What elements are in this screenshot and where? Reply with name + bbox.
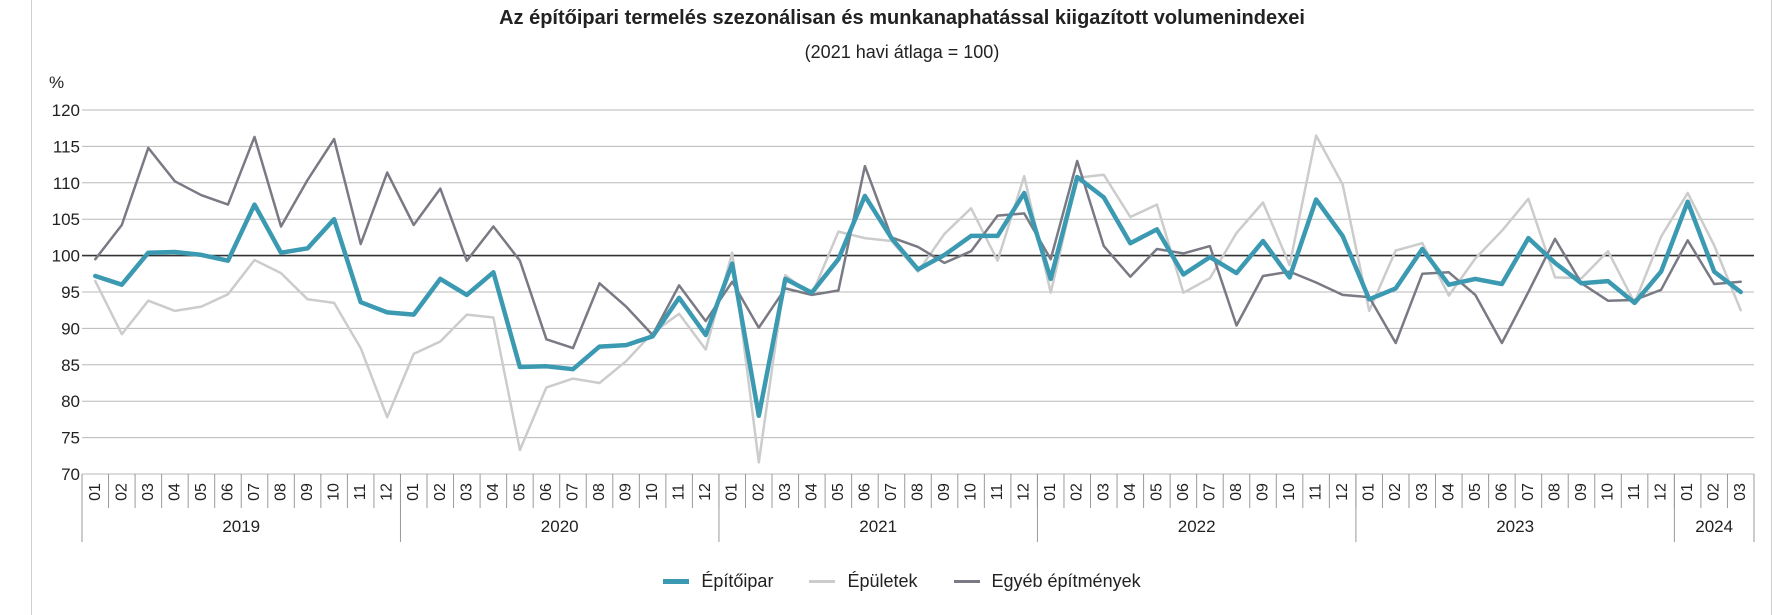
x-month-label: 06: [219, 483, 236, 501]
x-year-label-2019: 2019: [222, 517, 260, 536]
x-month-label: 11: [352, 484, 369, 501]
x-month-label: 01: [87, 483, 104, 501]
legend-label-egyeb-epitmenyek: Egyéb építmények: [991, 571, 1141, 591]
x-month-label: 09: [1255, 483, 1272, 501]
x-month-label: 03: [458, 483, 475, 501]
x-month-label: 06: [1175, 483, 1192, 501]
x-year-label-2021: 2021: [859, 517, 897, 536]
legend-swatch-egyeb-epitmenyek: [953, 580, 980, 583]
x-month-label: 02: [113, 483, 130, 501]
x-month-label: 03: [1095, 483, 1112, 501]
y-tick-label-100: 100: [52, 247, 80, 266]
x-month-label: 03: [1732, 483, 1749, 501]
x-month-label: 03: [777, 483, 794, 501]
x-month-label: 05: [193, 483, 210, 501]
y-tick-label-95: 95: [61, 283, 80, 302]
x-month-label: 07: [1201, 483, 1218, 501]
x-year-label-2023: 2023: [1496, 517, 1534, 536]
x-month-label: 09: [299, 483, 316, 501]
legend-item-epuletek: Épületek: [809, 571, 918, 592]
x-month-label: 10: [1600, 483, 1617, 501]
x-month-label: 01: [1361, 483, 1378, 501]
x-month-label: 04: [1122, 483, 1139, 501]
legend-item-epitoipar: Építőipar: [663, 571, 773, 592]
x-month-label: 09: [1573, 483, 1590, 501]
x-month-label: 12: [1016, 483, 1033, 501]
x-month-label: 08: [591, 483, 608, 501]
chart-legend: Építőipar Épületek Egyéb építmények: [0, 571, 1772, 592]
legend-swatch-epitoipar: [663, 579, 690, 584]
y-axis-unit-label: %: [49, 73, 64, 92]
x-month-label: 05: [1467, 483, 1484, 501]
x-month-label: 04: [1440, 483, 1457, 501]
x-month-label: 08: [1228, 483, 1245, 501]
series-line-2: [94, 135, 1742, 350]
x-month-label: 03: [1414, 483, 1431, 501]
x-month-label: 08: [1546, 483, 1563, 501]
x-month-label: 01: [1042, 483, 1059, 501]
x-month-label: 11: [1308, 484, 1325, 501]
x-month-label: 02: [1706, 483, 1723, 501]
x-month-label: 12: [1334, 483, 1351, 501]
chart-title: Az építőipari termelés szezonálisan és m…: [499, 7, 1305, 29]
x-month-label: 05: [1148, 483, 1165, 501]
y-tick-label-115: 115: [53, 137, 80, 156]
x-month-label: 03: [140, 483, 157, 501]
x-year-label-2022: 2022: [1178, 517, 1216, 536]
x-month-label: 04: [803, 483, 820, 501]
x-month-label: 12: [1653, 483, 1670, 501]
x-month-label: 10: [963, 483, 980, 501]
x-month-label: 07: [246, 483, 263, 501]
x-month-label: 01: [1679, 483, 1696, 501]
frame-left-line: [31, 0, 32, 615]
x-month-label: 04: [485, 483, 502, 501]
x-month-label: 06: [538, 483, 555, 501]
x-year-label-2024: 2024: [1695, 517, 1733, 536]
x-month-label: 10: [644, 483, 661, 501]
y-tick-label-105: 105: [52, 210, 80, 229]
x-month-label: 01: [724, 483, 741, 501]
x-month-label: 11: [989, 484, 1006, 501]
y-tick-label-75: 75: [61, 429, 80, 448]
x-month-label: 02: [1069, 483, 1086, 501]
x-year-label-2020: 2020: [541, 517, 579, 536]
y-tick-label-80: 80: [61, 392, 80, 411]
y-tick-label-85: 85: [61, 356, 80, 375]
x-month-label: 04: [166, 483, 183, 501]
x-month-label: 10: [326, 483, 343, 501]
x-month-label: 05: [830, 483, 847, 501]
legend-swatch-epuletek: [809, 580, 836, 583]
y-tick-label-70: 70: [61, 465, 80, 484]
y-tick-label-120: 120: [52, 101, 80, 120]
series-line-0: [93, 174, 1743, 419]
x-month-label: 07: [1520, 483, 1537, 501]
y-tick-label-90: 90: [61, 319, 80, 338]
x-month-label: 05: [511, 483, 528, 501]
series-line-1: [94, 134, 1742, 464]
x-month-label: 02: [750, 483, 767, 501]
x-month-label: 08: [910, 483, 927, 501]
legend-item-egyeb-epitmenyek: Egyéb építmények: [953, 571, 1141, 592]
x-month-label: 09: [618, 483, 635, 501]
x-month-label: 09: [936, 483, 953, 501]
x-month-label: 08: [273, 483, 290, 501]
x-month-label: 06: [1493, 483, 1510, 501]
x-month-label: 10: [1281, 483, 1298, 501]
x-month-label: 07: [883, 483, 900, 501]
x-month-label: 12: [697, 483, 714, 501]
x-month-label: 06: [856, 483, 873, 501]
x-month-label: 07: [564, 483, 581, 501]
y-tick-label-110: 110: [53, 174, 80, 193]
x-month-label: 11: [1626, 484, 1643, 501]
chart-subtitle: (2021 havi átlaga = 100): [804, 42, 1000, 62]
x-month-label: 11: [671, 484, 688, 501]
legend-label-epuletek: Épületek: [847, 571, 918, 591]
x-month-label: 01: [405, 483, 422, 501]
x-month-label: 02: [432, 483, 449, 501]
x-month-label: 02: [1387, 483, 1404, 501]
legend-label-epitoipar: Építőipar: [701, 571, 774, 591]
x-month-label: 12: [379, 483, 396, 501]
